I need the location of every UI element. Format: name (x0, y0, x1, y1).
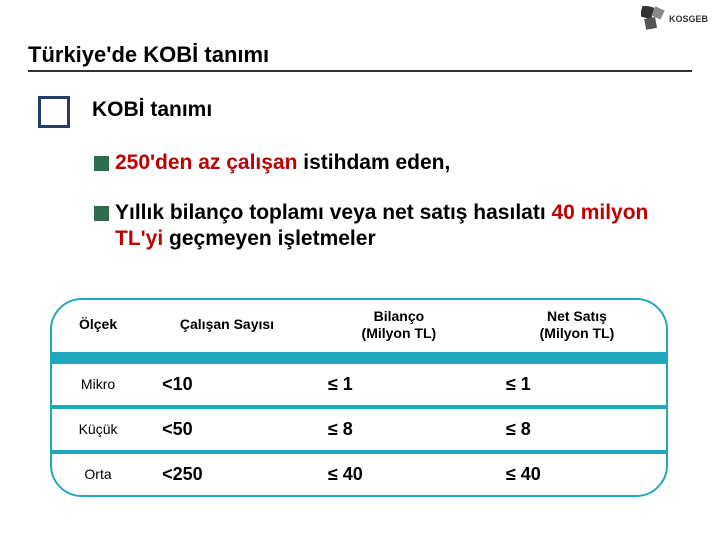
cell-scale: Küçük (52, 407, 144, 452)
cell-balance: ≤ 40 (310, 452, 488, 495)
th-sales: Net Satış (Milyon TL) (488, 300, 666, 358)
bullet-icon (94, 206, 109, 221)
table-row: Orta <250 ≤ 40 ≤ 40 (52, 452, 666, 495)
th-scale: Ölçek (52, 300, 144, 358)
cell-balance: ≤ 8 (310, 407, 488, 452)
cell-sales: ≤ 8 (488, 407, 666, 452)
bullet-1-text: 250'den az çalışan istihdam eden, (115, 150, 450, 176)
bullet-2-text: Yıllık bilanço toplamı veya net satış ha… (115, 200, 694, 253)
bullet-1: 250'den az çalışan istihdam eden, (94, 150, 694, 176)
cell-employees: <50 (144, 407, 310, 452)
th-employees: Çalışan Sayısı (144, 300, 310, 358)
bullet-1-rest: istihdam eden, (297, 151, 450, 174)
bullet-icon (94, 156, 109, 171)
cell-scale: Mikro (52, 358, 144, 407)
kosgeb-logo: KOSGEB (641, 6, 708, 32)
table-row: Küçük <50 ≤ 8 ≤ 8 (52, 407, 666, 452)
kosgeb-logo-icon (641, 6, 667, 32)
section-title: KOBİ tanımı (92, 98, 212, 122)
cell-balance: ≤ 1 (310, 358, 488, 407)
bullet-2: Yıllık bilanço toplamı veya net satış ha… (94, 200, 694, 253)
cell-sales: ≤ 1 (488, 358, 666, 407)
bullet-1-highlight: 250'den az çalışan (115, 151, 297, 174)
kosgeb-logo-text: KOSGEB (669, 14, 708, 24)
table-row: Mikro <10 ≤ 1 ≤ 1 (52, 358, 666, 407)
bullet-2-post: geçmeyen işletmeler (163, 227, 375, 250)
th-balance: Bilanço (Milyon TL) (310, 300, 488, 358)
cell-employees: <250 (144, 452, 310, 495)
bullet-2-pre: Yıllık bilanço toplamı veya net satış ha… (115, 201, 552, 224)
sme-table: Ölçek Çalışan Sayısı Bilanço (Milyon TL)… (50, 298, 668, 497)
section-bullet-icon (38, 96, 70, 128)
cell-employees: <10 (144, 358, 310, 407)
cell-sales: ≤ 40 (488, 452, 666, 495)
page-title: Türkiye'de KOBİ tanımı (28, 42, 692, 72)
cell-scale: Orta (52, 452, 144, 495)
table-header-row: Ölçek Çalışan Sayısı Bilanço (Milyon TL)… (52, 300, 666, 358)
